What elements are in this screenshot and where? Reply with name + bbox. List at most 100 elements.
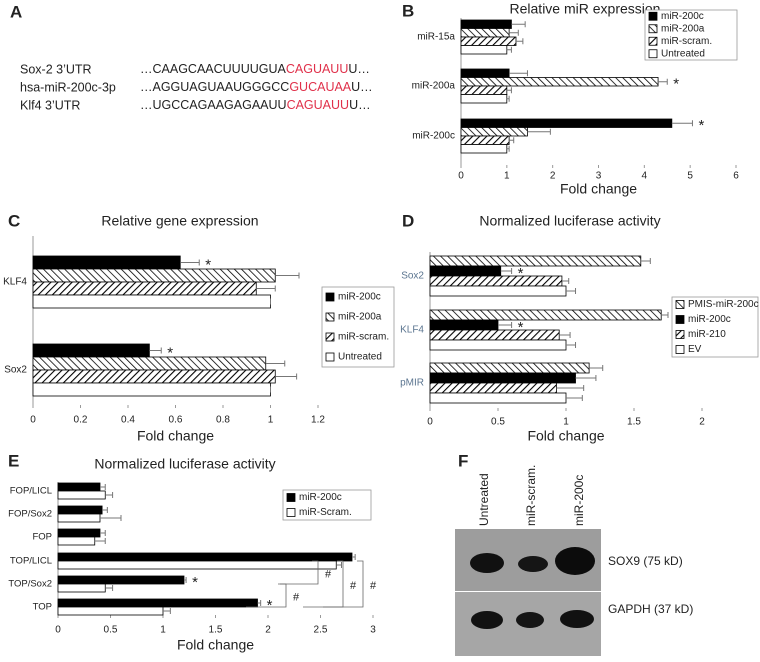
bar	[460, 118, 673, 128]
error-bar	[527, 128, 551, 135]
legend-box	[671, 296, 759, 358]
panel-label: B	[402, 1, 414, 20]
sequence-part: …AGGUAGUAAUGGGCC	[140, 80, 289, 94]
y-tick-label: KLF4	[3, 277, 27, 288]
significance-bracket	[323, 560, 364, 608]
x-tick-label: 1.2	[311, 415, 325, 426]
legend-swatch	[648, 11, 658, 21]
legend-swatch	[675, 315, 685, 324]
x-tick-label: 0.8	[216, 415, 230, 426]
sequence-part: U…	[348, 62, 370, 76]
x-tick-label: 2	[699, 417, 705, 428]
x-tick-label: 2	[550, 171, 556, 182]
error-bar	[500, 268, 513, 274]
error-bar	[589, 365, 604, 371]
error-bar	[509, 70, 528, 77]
y-tick-label: FOP/LICL	[10, 486, 52, 497]
significance-marker: *	[167, 344, 173, 361]
x-tick-label: 1	[504, 171, 510, 182]
sequence-part: U…	[351, 80, 373, 94]
legend-swatch	[675, 300, 685, 309]
bar	[429, 362, 590, 374]
bar	[460, 45, 508, 55]
bar	[460, 94, 508, 104]
bar	[460, 135, 510, 145]
x-tick-label: 0	[458, 171, 464, 182]
y-tick-label: KLF4	[400, 325, 424, 336]
x-tick-label: 1	[160, 625, 166, 636]
x-tick-label: 0.6	[169, 415, 183, 426]
legend-swatch	[325, 332, 335, 342]
error-bar	[658, 78, 668, 85]
x-tick-label: 3	[370, 625, 376, 636]
bar	[32, 369, 276, 384]
legend-label: miR-210	[688, 329, 726, 340]
x-tick-label: 0.5	[491, 417, 505, 428]
x-axis-label: Fold change	[177, 637, 254, 653]
error-bar	[509, 29, 519, 36]
error-bar	[509, 137, 515, 144]
legend-label: miR-200a	[661, 23, 705, 34]
bar	[57, 528, 101, 538]
significance-label: #	[350, 580, 357, 592]
sequence-part: …UGCCAGAAGAGAAUU	[140, 98, 287, 112]
legend-label: miR-200c	[688, 314, 731, 325]
error-bar	[257, 600, 262, 606]
bar	[429, 275, 563, 287]
bar	[32, 294, 271, 309]
bar	[57, 575, 185, 585]
legend-swatch	[675, 345, 685, 354]
error-bar	[256, 285, 276, 292]
legend-swatch	[648, 49, 658, 59]
significance-marker: *	[518, 265, 524, 282]
significance-marker: *	[267, 597, 273, 614]
band	[516, 612, 544, 628]
x-axis-label: Fold change	[527, 428, 604, 444]
legend-swatch	[325, 292, 335, 302]
sequence-name: Sox-2 3’UTR	[20, 62, 92, 76]
bar	[429, 285, 567, 297]
lane-label: Untreated	[477, 473, 491, 526]
bar	[460, 85, 508, 95]
error-bar	[275, 373, 298, 380]
legend-label: miR-200c	[661, 11, 704, 22]
significance-label: #	[293, 591, 300, 603]
bar	[32, 268, 276, 283]
panel-label: F	[458, 451, 468, 470]
bar	[57, 482, 101, 492]
chart-title: Relative miR expression	[510, 1, 661, 17]
error-bar	[352, 554, 356, 560]
bar	[32, 382, 271, 397]
y-tick-label: FOP	[32, 532, 52, 543]
y-tick-label: miR-200a	[412, 81, 456, 92]
error-bar	[105, 492, 114, 498]
y-tick-label: pMIR	[400, 378, 424, 389]
error-bar	[559, 332, 571, 338]
seed-match: CAGUAUU	[286, 62, 349, 76]
legend-label: PMIS-miR-200c	[688, 299, 759, 310]
y-tick-label: FOP/Sox2	[8, 509, 52, 520]
error-bar	[102, 507, 108, 513]
x-tick-label: 1.5	[209, 625, 223, 636]
error-bar	[506, 145, 510, 152]
legend-label: Untreated	[661, 48, 705, 59]
y-tick-label: miR-200c	[412, 131, 455, 142]
error-bar	[566, 395, 583, 401]
bar	[57, 560, 337, 570]
error-bar	[100, 484, 106, 490]
x-tick-label: 0	[427, 417, 433, 428]
sequence-name: hsa-miR-200c-3p	[20, 80, 116, 94]
bar	[32, 255, 181, 270]
sequence-part: U…	[349, 98, 371, 112]
blot-row-label: GAPDH (37 kD)	[608, 602, 693, 616]
x-tick-label: 4	[642, 171, 648, 182]
significance-marker: *	[205, 256, 211, 273]
x-tick-label: 5	[687, 171, 693, 182]
sequence-part: …CAAGCAACUUUUGUA	[140, 62, 287, 76]
error-bar	[265, 360, 286, 367]
bar	[460, 19, 512, 29]
y-tick-label: Sox2	[401, 271, 424, 282]
legend-label: miR-Scram.	[299, 507, 352, 518]
sequence: …UGCCAGAAGAGAAUUCAGUAUUU…	[140, 98, 371, 112]
bar	[429, 382, 557, 394]
